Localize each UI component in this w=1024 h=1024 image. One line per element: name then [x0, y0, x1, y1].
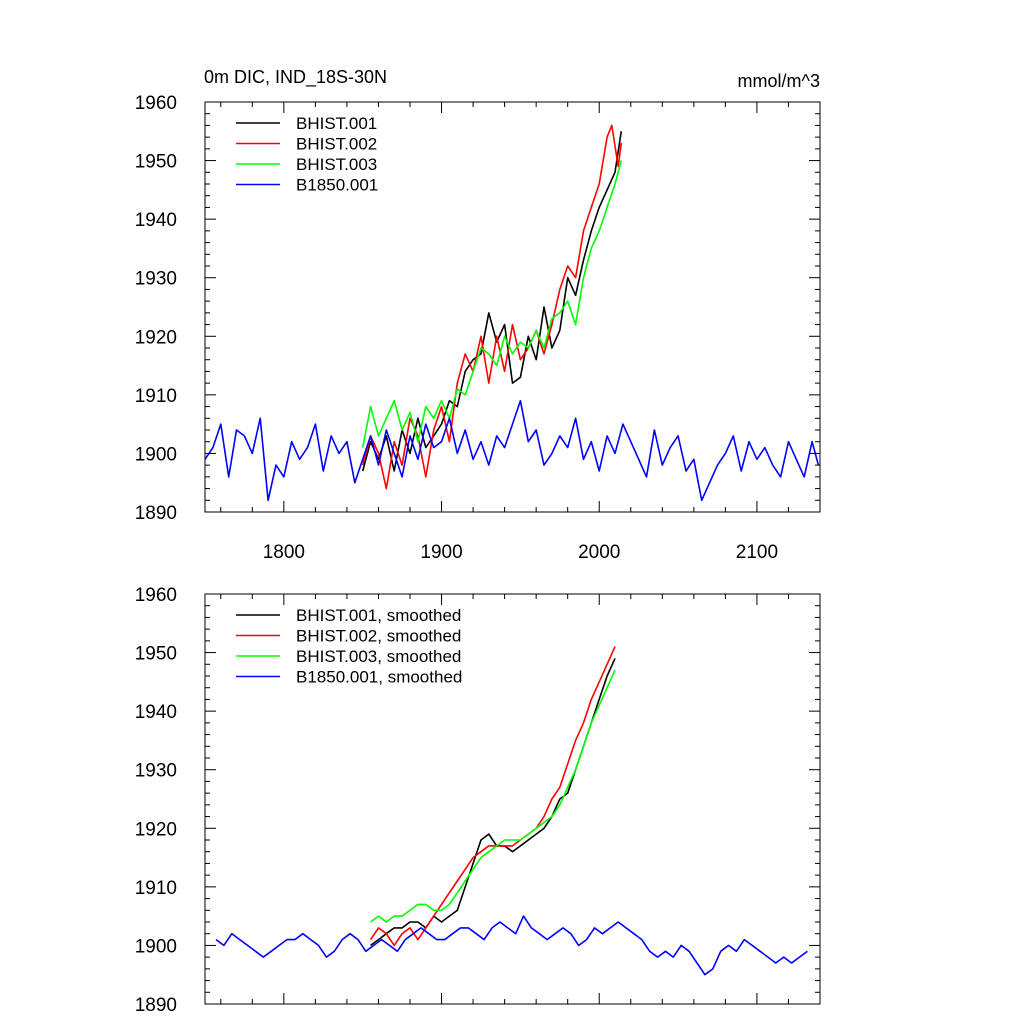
bottom-y-tick-label: 1920	[135, 819, 177, 840]
bottom-y-tick-label: 1900	[135, 936, 177, 957]
top-y-tick-label: 1920	[135, 327, 177, 348]
chart-title: 0m DIC, IND_18S-30N	[204, 67, 387, 88]
bottom-y-tick-label: 1950	[135, 644, 177, 665]
top-y-tick-label: 1950	[135, 152, 177, 173]
top-x-tick-label: 2000	[578, 542, 620, 563]
bottom-legend-label: BHIST.003, smoothed	[296, 647, 461, 666]
top-series-line-3	[204, 399, 820, 502]
top-legend-label: BHIST.002	[296, 135, 377, 154]
top-y-tick-label: 1930	[135, 269, 177, 290]
top-x-tick-label: 1800	[263, 542, 305, 563]
top-y-tick-label: 1960	[135, 93, 177, 114]
bottom-y-tick-label: 1890	[135, 995, 177, 1016]
top-y-tick-label: 1940	[135, 210, 177, 231]
top-y-tick-label: 1900	[135, 444, 177, 465]
top-y-tick-label: 1910	[135, 386, 177, 407]
top-series-line-2	[361, 160, 623, 448]
top-legend-label: BHIST.003	[296, 155, 377, 174]
bottom-series-line-0	[370, 658, 616, 947]
top-x-tick-label: 2100	[736, 542, 778, 563]
top-panel: 1890 1900 1910 1920 1930 1940 1950 1960 1800 1900…	[135, 93, 821, 563]
top-legend-label: B1850.001	[296, 176, 378, 195]
top-x-tick-label: 1900	[420, 542, 462, 563]
bottom-legend-label: BHIST.001, smoothed	[296, 606, 461, 625]
bottom-series-line-2	[370, 669, 616, 923]
bottom-y-tick-label: 1910	[135, 878, 177, 899]
top-y-tick-label: 1890	[135, 503, 177, 524]
bottom-series-line-1	[369, 646, 616, 947]
bottom-panel: 1890 1900 1910 1920 1930 1940 1950 1960 BHIST.00…	[135, 585, 821, 1016]
top-legend-label: BHIST.001	[296, 114, 377, 133]
bottom-series-line-3	[215, 915, 808, 976]
units-label: mmol/m^3	[738, 71, 820, 91]
bottom-y-tick-label: 1940	[135, 702, 177, 723]
bottom-plot-frame	[204, 593, 821, 1005]
top-series-line-0	[361, 131, 623, 472]
bottom-y-tick-label: 1930	[135, 761, 177, 782]
bottom-y-tick-label: 1960	[135, 585, 177, 606]
bottom-legend-label: B1850.001, smoothed	[296, 668, 462, 687]
bottom-legend-label: BHIST.002, smoothed	[296, 627, 461, 646]
top-series-line-1	[361, 124, 623, 490]
top-plot-frame	[204, 101, 821, 513]
